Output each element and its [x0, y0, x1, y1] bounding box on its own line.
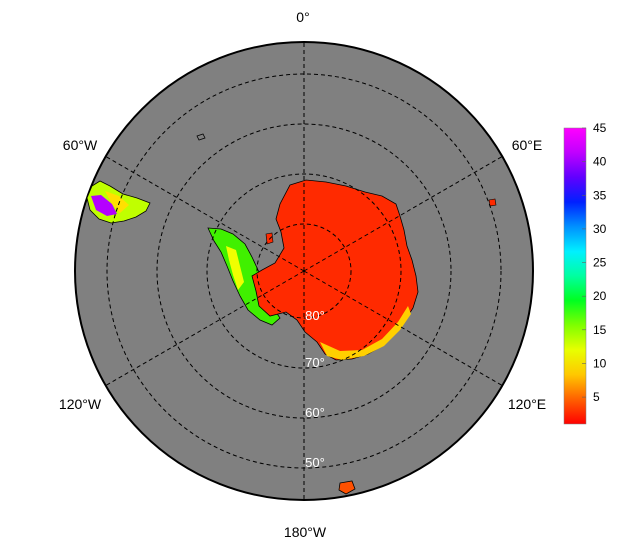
- lon-label-upper-left: 60°W: [63, 137, 98, 153]
- lon-label-top: 0°: [296, 9, 309, 25]
- colorbar-label-45: 45: [593, 121, 607, 135]
- lat-circle-80: [256, 223, 352, 319]
- lon-label-lower-right: 120°E: [508, 396, 546, 412]
- colorbar: [563, 127, 587, 425]
- south-america-purple-band: [91, 195, 117, 216]
- colorbar-label-20: 20: [593, 289, 607, 303]
- colorbar-label-40: 40: [593, 155, 607, 169]
- lat-circle-70: [206, 173, 402, 369]
- lon-label-upper-right: 60°E: [512, 137, 543, 153]
- lon-label-bottom: 180°W: [284, 524, 327, 540]
- lat-label-80: 80°: [305, 308, 325, 323]
- graticule: [105, 42, 503, 500]
- lon-line-120: [303, 270, 503, 386]
- lon-label-lower-left: 120°W: [59, 396, 102, 412]
- lon-line-60: [303, 156, 503, 272]
- lat-circle-60: [156, 123, 452, 419]
- small-island-north: [196, 133, 206, 141]
- colorbar-label-15: 15: [593, 323, 607, 337]
- colorbar-label-10: 10: [593, 357, 607, 371]
- peninsula-yellow-strip: [226, 246, 244, 290]
- lon-line-300: [105, 156, 305, 272]
- colorbar-label-5: 5: [593, 390, 600, 404]
- colorbar-label-35: 35: [593, 188, 607, 202]
- south-america-yellow-band: [105, 191, 129, 213]
- lat-label-50: 50°: [305, 455, 325, 470]
- lat-label-70: 70°: [305, 355, 325, 370]
- colorbar-label-30: 30: [593, 222, 607, 236]
- small-island-south: [338, 480, 356, 495]
- antarctica-coast-fringe: [320, 306, 411, 360]
- lat-label-60: 60°: [305, 405, 325, 420]
- lon-line-240: [105, 270, 305, 386]
- colorbar-label-25: 25: [593, 256, 607, 270]
- colorbar-ticks: 5 10 15 20 25 30 35 40 45: [582, 121, 607, 404]
